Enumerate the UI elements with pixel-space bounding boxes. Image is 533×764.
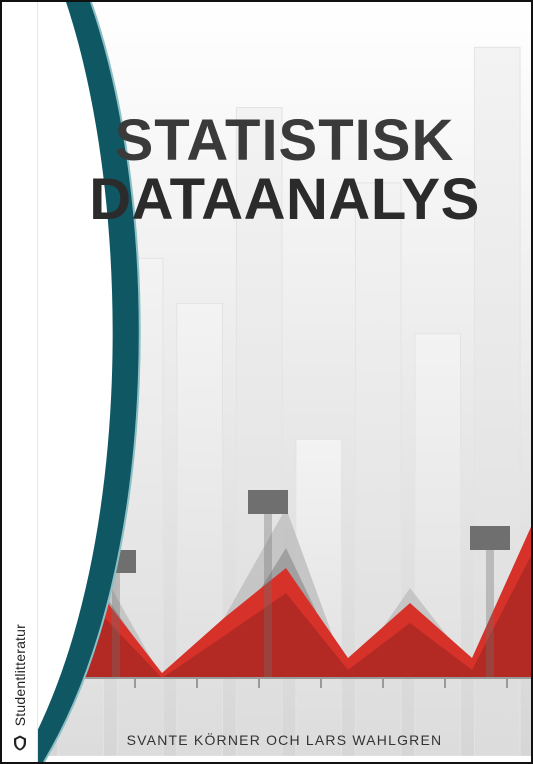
book-cover: Studentlitteratur STATISTISK DATAANALYS bbox=[0, 0, 533, 764]
title-line-1: STATISTISK bbox=[38, 112, 531, 170]
cover-chart bbox=[38, 418, 533, 718]
spine: Studentlitteratur bbox=[2, 2, 38, 762]
authors-label: SVANTE KÖRNER OCH LARS WAHLGREN bbox=[38, 732, 531, 748]
publisher-label: Studentlitteratur bbox=[12, 624, 28, 726]
title-line-2: DATAANALYS bbox=[38, 170, 531, 231]
title-block: STATISTISK DATAANALYS bbox=[38, 112, 531, 231]
publisher-logo-icon bbox=[11, 734, 29, 752]
